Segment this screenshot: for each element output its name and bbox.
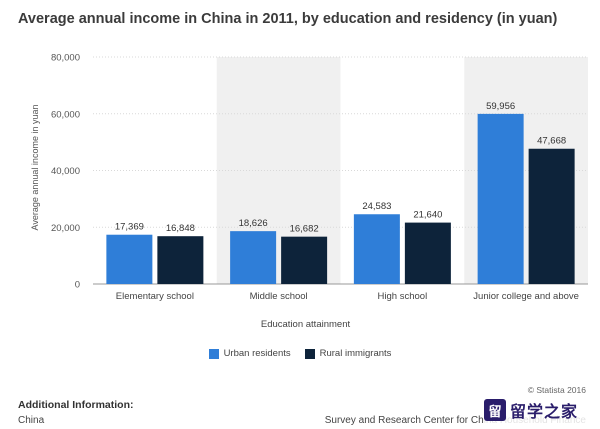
- bar-urban: [106, 234, 153, 284]
- legend-label-urban: Urban residents: [223, 348, 291, 359]
- y-axis-label: Average annual income in yuan: [30, 105, 40, 231]
- watermark: 留 留学之家: [484, 396, 592, 424]
- bar-urban: [477, 113, 524, 284]
- bar-rural: [281, 236, 328, 284]
- additional-info-title: Additional Information:: [18, 399, 134, 411]
- x-tick-label: Junior college and above: [473, 291, 579, 302]
- x-axis-label: Education attainment: [261, 319, 351, 330]
- x-tick-label: Elementary school: [116, 291, 194, 302]
- data-label-rural: 16,682: [290, 224, 319, 235]
- bar-urban: [230, 231, 277, 284]
- bar-chart: 0 20,000 40,000 60,000 80,000 Average annual …: [30, 53, 588, 330]
- data-label-rural: 21,640: [413, 210, 442, 221]
- copyright-text: © Statista 2016: [527, 385, 586, 395]
- x-tick-label: High school: [378, 291, 428, 302]
- data-label-rural: 16,848: [166, 223, 195, 234]
- legend-item-rural[interactable]: Rural immigrants: [304, 348, 392, 359]
- y-tick-label: 0: [75, 280, 80, 291]
- bar-rural: [157, 236, 204, 284]
- data-label-urban: 59,956: [486, 101, 515, 112]
- x-tick-label: Middle school: [250, 291, 308, 302]
- chart-title: Average annual income in China in 2011, …: [18, 11, 558, 27]
- legend-swatch-rural: [304, 348, 315, 359]
- bar-urban: [353, 214, 400, 284]
- bar-rural: [528, 148, 575, 284]
- source-text: Survey and Research Center for China Hou…: [324, 415, 586, 426]
- legend-swatch-urban: [208, 348, 219, 359]
- region-text: China: [18, 415, 45, 426]
- data-label-rural: 47,668: [537, 136, 566, 147]
- data-label-urban: 17,369: [115, 222, 144, 233]
- chart-legend: Urban residents Rural immigrants: [0, 348, 600, 359]
- y-tick-label: 80,000: [51, 53, 80, 64]
- y-tick-label: 40,000: [51, 166, 80, 177]
- watermark-text: 留学之家: [510, 404, 579, 421]
- bar-rural: [404, 222, 451, 284]
- y-tick-label: 20,000: [51, 223, 80, 234]
- data-label-urban: 18,626: [239, 218, 268, 229]
- watermark-logo-icon: 留: [484, 399, 506, 421]
- data-label-urban: 24,583: [362, 201, 391, 212]
- legend-item-urban[interactable]: Urban residents: [208, 348, 291, 359]
- y-tick-label: 60,000: [51, 109, 80, 120]
- legend-label-rural: Rural immigrants: [319, 348, 392, 359]
